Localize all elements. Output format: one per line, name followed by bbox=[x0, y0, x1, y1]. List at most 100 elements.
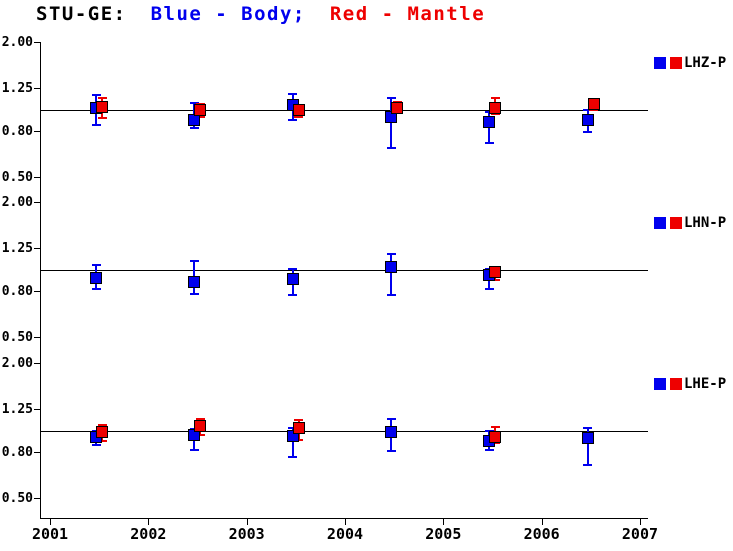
y-axis-tick-label: 2.00 bbox=[1, 35, 33, 50]
error-bar-blue bbox=[586, 427, 589, 466]
error-cap-top-blue bbox=[288, 93, 298, 96]
y-axis-tick-label: 0.50 bbox=[1, 170, 33, 185]
x-axis-tick bbox=[148, 518, 150, 525]
x-axis-tick bbox=[246, 518, 248, 525]
legend-swatch-red bbox=[670, 217, 682, 229]
title-red-key: Red - Mantle bbox=[329, 3, 486, 25]
error-cap-top-red bbox=[195, 102, 205, 105]
error-cap-bottom-blue bbox=[583, 464, 593, 467]
error-cap-bottom-red bbox=[195, 434, 205, 437]
x-axis-tick bbox=[344, 518, 346, 525]
legend-label: LHZ-P bbox=[684, 55, 727, 71]
error-cap-bottom-red bbox=[294, 438, 304, 441]
error-cap-bottom-blue bbox=[189, 292, 199, 295]
y-axis-tick bbox=[34, 131, 40, 133]
error-cap-bottom-blue bbox=[386, 147, 396, 150]
x-axis-line bbox=[40, 518, 648, 519]
y-axis-tick bbox=[34, 337, 40, 338]
x-axis-tick bbox=[50, 518, 51, 525]
legend-label: LHN-P bbox=[684, 215, 727, 231]
y-axis-tick bbox=[34, 42, 40, 43]
title-blue-key: Blue - Body; bbox=[150, 3, 306, 25]
error-cap-bottom-blue bbox=[386, 293, 396, 296]
error-cap-top-blue bbox=[583, 109, 593, 112]
error-cap-bottom-blue bbox=[91, 444, 101, 447]
x-axis-tick-label: 2001 bbox=[31, 525, 69, 543]
error-cap-bottom-red bbox=[294, 115, 304, 118]
error-cap-top-blue bbox=[386, 418, 396, 421]
data-point-blue bbox=[581, 113, 594, 126]
error-cap-top-red bbox=[97, 97, 107, 100]
data-point-red bbox=[587, 97, 600, 110]
y-axis-tick-label: 2.00 bbox=[1, 195, 33, 210]
data-point-red bbox=[194, 104, 207, 117]
data-point-blue bbox=[385, 260, 398, 273]
error-cap-top-red bbox=[97, 423, 107, 426]
error-bar-blue bbox=[291, 427, 294, 458]
error-cap-top-red bbox=[490, 425, 500, 428]
error-cap-bottom-red bbox=[490, 113, 500, 116]
reference-line bbox=[40, 430, 648, 432]
y-axis-tick bbox=[34, 498, 40, 499]
data-point-red bbox=[489, 265, 502, 278]
y-axis-tick bbox=[34, 452, 40, 454]
y-axis-tick bbox=[34, 87, 40, 89]
error-cap-top-blue bbox=[91, 94, 101, 97]
error-cap-bottom-blue bbox=[484, 287, 494, 290]
error-cap-bottom-blue bbox=[484, 141, 494, 144]
y-axis-tick-label: 1.25 bbox=[1, 401, 33, 417]
y-axis-tick bbox=[34, 247, 40, 249]
error-cap-bottom-blue bbox=[91, 124, 101, 127]
error-cap-bottom-blue bbox=[484, 448, 494, 451]
error-cap-bottom-blue bbox=[91, 287, 101, 290]
error-cap-bottom-blue bbox=[583, 131, 593, 134]
data-point-red bbox=[391, 101, 404, 114]
legend-label: LHE-P bbox=[684, 376, 727, 392]
x-axis-tick bbox=[541, 518, 543, 525]
y-axis-line bbox=[40, 42, 41, 518]
x-axis-tick-label: 2003 bbox=[228, 525, 265, 543]
y-axis-tick bbox=[34, 363, 40, 364]
error-bar-blue bbox=[390, 97, 393, 149]
data-point-red bbox=[489, 431, 502, 444]
legend-swatch-red bbox=[670, 378, 682, 390]
data-point-red bbox=[489, 101, 502, 114]
y-axis-tick-label: 0.50 bbox=[1, 491, 33, 506]
error-cap-top-blue bbox=[288, 267, 298, 270]
x-axis-tick bbox=[443, 518, 445, 525]
error-cap-top-blue bbox=[189, 101, 199, 104]
error-cap-top-blue bbox=[189, 260, 199, 263]
x-axis-tick-label: 2004 bbox=[326, 525, 364, 543]
error-cap-top-red bbox=[490, 96, 500, 99]
error-cap-bottom-blue bbox=[288, 293, 298, 296]
y-axis-tick-label: 0.80 bbox=[1, 445, 33, 461]
reference-line bbox=[40, 269, 648, 271]
x-axis-tick-label: 2002 bbox=[130, 525, 167, 543]
y-axis-tick bbox=[34, 202, 40, 203]
data-point-blue bbox=[581, 431, 594, 444]
data-point-blue bbox=[286, 272, 299, 285]
data-point-blue bbox=[90, 271, 103, 284]
error-cap-bottom-blue bbox=[288, 118, 298, 121]
y-axis-tick bbox=[34, 408, 40, 410]
y-axis-tick-label: 1.25 bbox=[1, 240, 33, 256]
y-axis-tick-label: 0.80 bbox=[1, 124, 33, 140]
x-axis-tick-label: 2006 bbox=[523, 525, 560, 543]
y-axis-tick-label: 1.25 bbox=[1, 80, 33, 96]
error-cap-top-blue bbox=[583, 426, 593, 429]
error-cap-bottom-red bbox=[195, 115, 205, 118]
title-station-label: STU-GE: bbox=[36, 3, 127, 25]
error-cap-bottom-blue bbox=[288, 456, 298, 459]
data-point-red bbox=[292, 421, 305, 434]
x-axis-tick-label: 2005 bbox=[425, 525, 462, 543]
error-cap-top-blue bbox=[91, 263, 101, 266]
data-point-blue bbox=[483, 115, 496, 128]
legend-swatch-blue bbox=[654, 57, 666, 69]
error-cap-bottom-blue bbox=[386, 450, 396, 453]
error-cap-bottom-red bbox=[97, 439, 107, 442]
data-point-blue bbox=[385, 426, 398, 439]
data-point-red bbox=[96, 426, 109, 439]
y-axis-tick bbox=[34, 291, 40, 293]
y-axis-tick-label: 0.80 bbox=[1, 284, 33, 300]
